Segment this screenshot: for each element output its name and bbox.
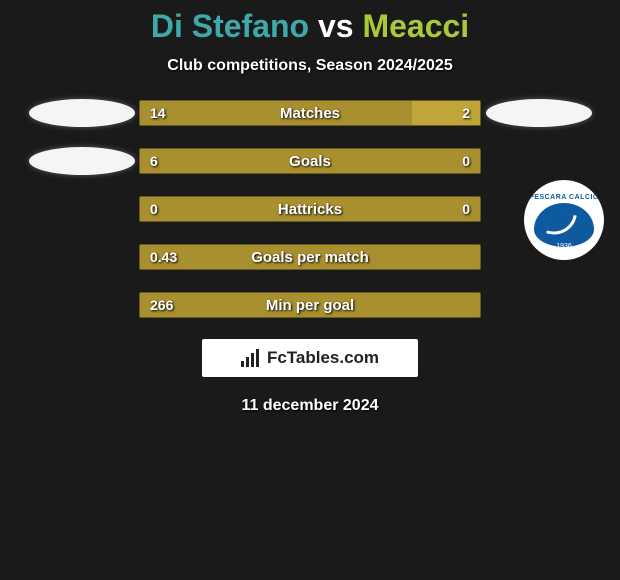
stat-bar: 6Goals0 (139, 148, 481, 174)
stat-label: Matches (140, 105, 480, 122)
avatar-ellipse (29, 99, 135, 127)
stat-bar: 0.43Goals per match (139, 244, 481, 270)
stat-label: Goals per match (140, 249, 480, 266)
stat-value-right: 2 (462, 105, 470, 121)
avatar-right-slot (481, 147, 596, 175)
stat-label: Min per goal (140, 297, 480, 314)
brand-box: FcTables.com (202, 339, 418, 377)
stat-label: Goals (140, 153, 480, 170)
stat-value-right: 0 (462, 201, 470, 217)
avatar-left-slot (24, 147, 139, 175)
stat-row: 266Min per goal (0, 291, 620, 319)
avatar-right-slot (481, 99, 596, 127)
bars-icon (241, 349, 261, 367)
avatar-left-slot (24, 99, 139, 127)
stat-bar: 0Hattricks0 (139, 196, 481, 222)
club-badge: PESCARA CALCIO 1936 (524, 180, 604, 260)
avatar-right-slot (481, 291, 596, 319)
stat-value-right: 0 (462, 153, 470, 169)
title-vs: vs (318, 8, 354, 44)
dolphin-icon (534, 203, 594, 247)
date: 11 december 2024 (0, 397, 620, 415)
title: Di Stefano vs Meacci (0, 0, 620, 45)
club-badge-year: 1936 (556, 243, 572, 250)
avatar-ellipse (486, 99, 592, 127)
stat-bar: 266Min per goal (139, 292, 481, 318)
avatar-left-slot (24, 243, 139, 271)
avatar-left-slot (24, 195, 139, 223)
stat-row: 14Matches2 (0, 99, 620, 127)
title-player1: Di Stefano (151, 8, 309, 44)
stat-row: 0.43Goals per match (0, 243, 620, 271)
avatar-left-slot (24, 291, 139, 319)
stat-row: 6Goals0 (0, 147, 620, 175)
avatar-ellipse (29, 147, 135, 175)
stat-label: Hattricks (140, 201, 480, 218)
brand-text: FcTables.com (267, 348, 379, 368)
subtitle: Club competitions, Season 2024/2025 (0, 57, 620, 75)
stat-bar: 14Matches2 (139, 100, 481, 126)
club-badge-name: PESCARA CALCIO (529, 194, 599, 201)
title-player2: Meacci (362, 8, 469, 44)
